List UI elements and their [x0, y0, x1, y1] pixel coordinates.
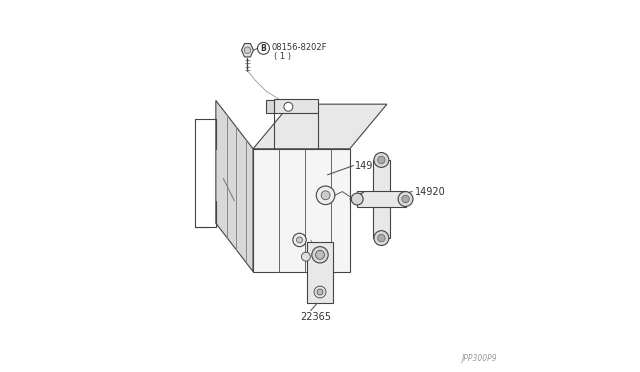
Circle shape	[321, 191, 330, 200]
Polygon shape	[273, 99, 318, 113]
Polygon shape	[253, 149, 349, 272]
Circle shape	[293, 233, 306, 247]
Circle shape	[398, 192, 413, 206]
Circle shape	[378, 234, 385, 242]
Circle shape	[316, 186, 335, 205]
Polygon shape	[253, 104, 387, 149]
Circle shape	[284, 102, 293, 111]
Polygon shape	[357, 191, 406, 207]
Circle shape	[296, 237, 303, 243]
Text: 14950: 14950	[355, 161, 386, 170]
Circle shape	[312, 247, 328, 263]
Circle shape	[316, 250, 324, 259]
Circle shape	[374, 231, 389, 246]
Circle shape	[374, 153, 389, 167]
Circle shape	[402, 195, 410, 203]
Circle shape	[378, 156, 385, 164]
Circle shape	[317, 289, 323, 295]
Circle shape	[301, 252, 310, 261]
Text: ( 1 ): ( 1 )	[273, 52, 291, 61]
Circle shape	[244, 47, 251, 54]
Polygon shape	[373, 160, 390, 238]
Text: B: B	[260, 44, 266, 53]
Text: JPP300P9: JPP300P9	[461, 354, 497, 363]
Text: 14920: 14920	[415, 187, 445, 196]
Text: 08156-8202F: 08156-8202F	[271, 43, 327, 52]
Circle shape	[351, 193, 363, 205]
Circle shape	[257, 42, 269, 54]
Text: 22365: 22365	[301, 312, 332, 322]
Polygon shape	[266, 100, 273, 113]
Polygon shape	[307, 242, 333, 303]
Polygon shape	[241, 44, 253, 57]
Circle shape	[314, 286, 326, 298]
Polygon shape	[216, 100, 253, 272]
